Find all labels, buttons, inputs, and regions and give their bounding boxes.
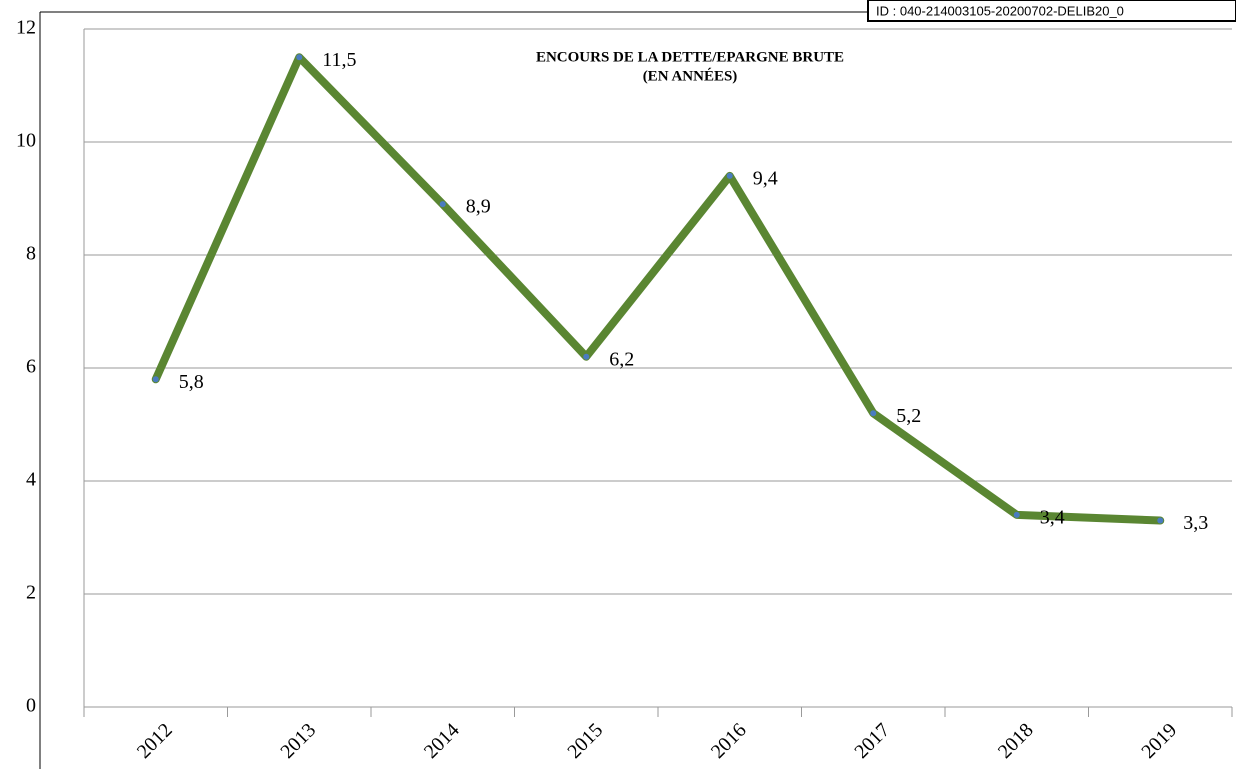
x-tick-label: 2018	[994, 719, 1038, 763]
value-label: 6,2	[609, 348, 634, 370]
point	[870, 410, 877, 417]
value-label: 3,3	[1183, 512, 1208, 534]
value-label: 5,2	[896, 405, 921, 427]
x-tick-label: 2016	[707, 719, 751, 763]
value-label: 5,8	[179, 371, 204, 393]
x-tick-label: 2012	[133, 719, 177, 763]
value-label: 9,4	[753, 167, 778, 189]
point	[1013, 511, 1020, 518]
y-tick-label: 4	[26, 469, 36, 491]
id-annotation: ID : 040-214003105-20200702-DELIB20_0	[876, 3, 1124, 18]
y-tick-label: 8	[26, 243, 36, 265]
y-tick-label: 12	[16, 17, 36, 39]
point	[583, 353, 590, 360]
id-box	[867, 0, 1236, 22]
point	[296, 54, 303, 61]
point	[1157, 517, 1164, 524]
x-tick-label: 2017	[850, 719, 894, 763]
chart-title: ENCOURS DE LA DETTE/EPARGNE BRUTE	[536, 49, 844, 65]
point	[439, 201, 446, 208]
point	[152, 376, 159, 383]
x-tick-label: 2015	[563, 719, 607, 763]
y-tick-label: 10	[16, 130, 36, 152]
value-label: 8,9	[466, 196, 491, 218]
chart-title: (EN ANNÉES)	[643, 67, 738, 84]
x-tick-label: 2013	[276, 719, 320, 763]
y-tick-label: 0	[26, 695, 36, 717]
point	[726, 172, 733, 179]
line	[151, 53, 1165, 525]
y-tick-label: 6	[26, 356, 36, 378]
value-label: 11,5	[322, 49, 356, 71]
y-tick-label: 2	[26, 582, 36, 604]
value-label: 3,4	[1040, 506, 1065, 528]
x-tick-label: 2019	[1137, 719, 1181, 763]
x-tick-label: 2014	[420, 719, 464, 763]
